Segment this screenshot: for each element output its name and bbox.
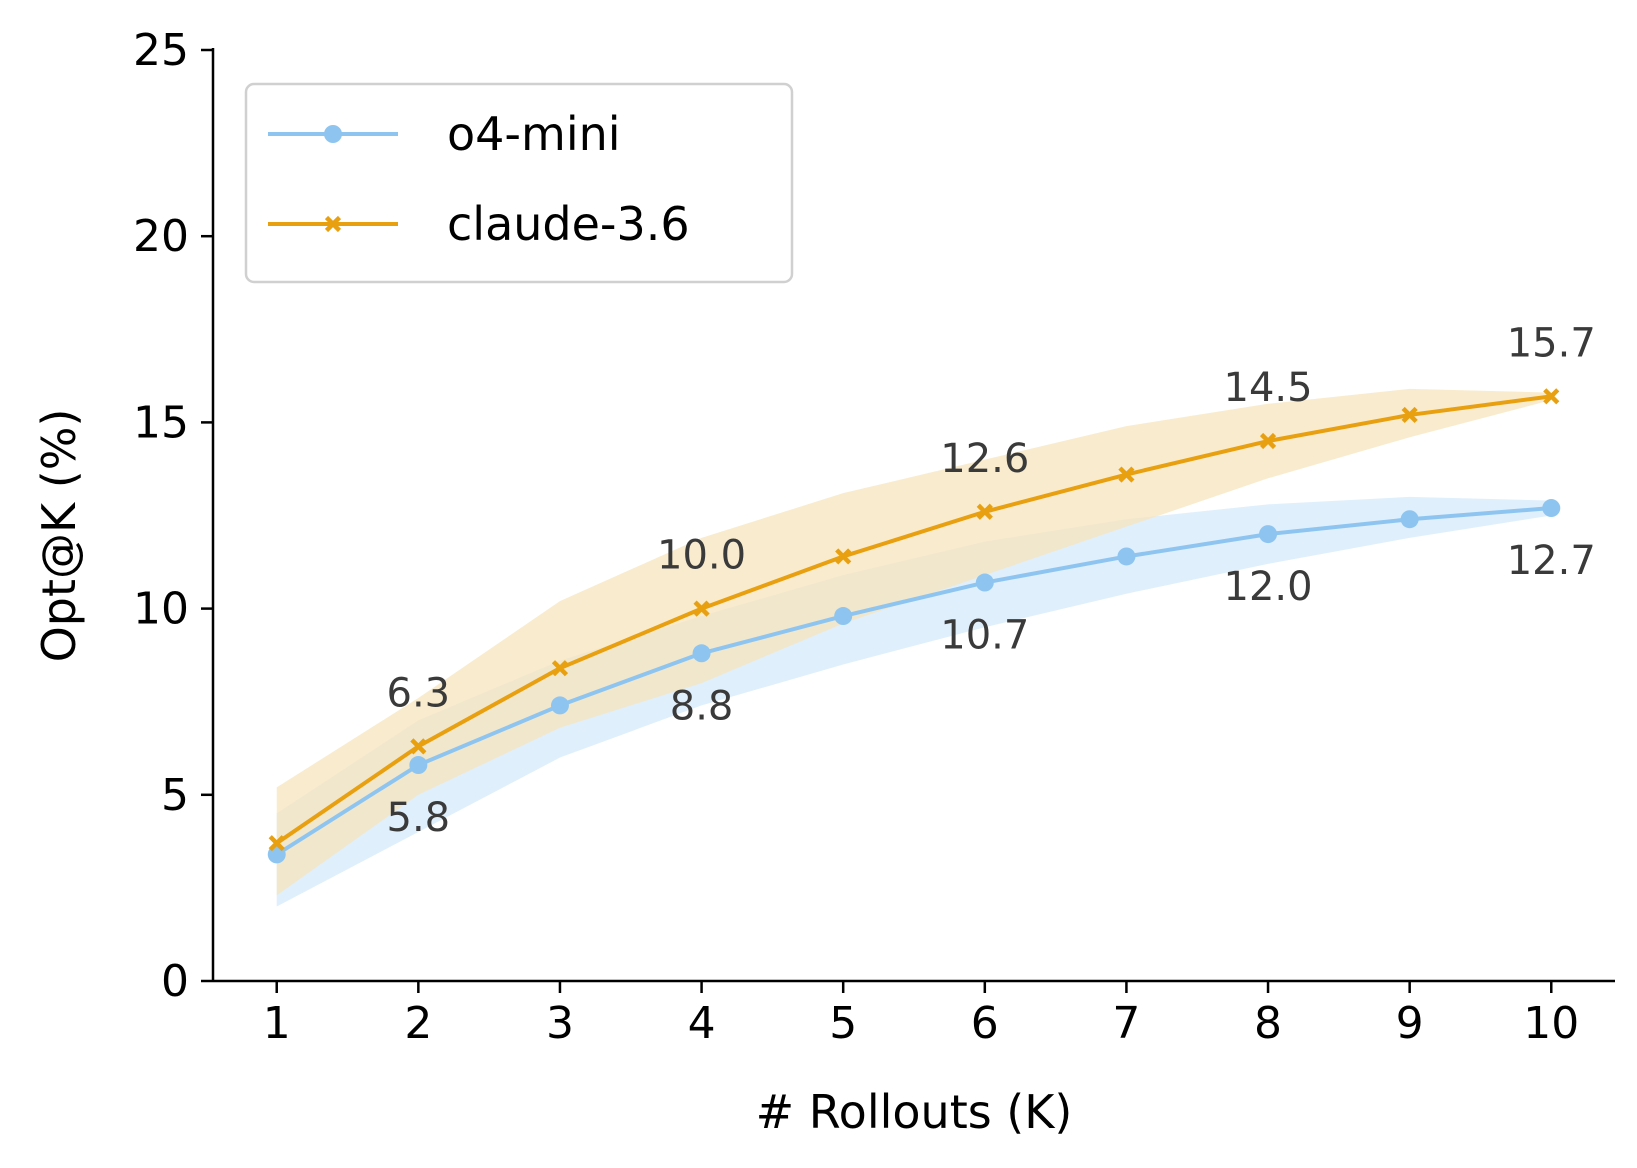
data-label-o4-mini-10: 12.7 bbox=[1507, 538, 1596, 584]
x-tick-label-7: 7 bbox=[1112, 998, 1140, 1049]
data-label-claude-3-6-4: 10.0 bbox=[657, 533, 746, 579]
legend-label-claude-3-6: claude-3.6 bbox=[447, 197, 690, 251]
band-claude-3-6 bbox=[276, 388, 1552, 896]
point-claude-3-6-7 bbox=[1118, 466, 1135, 483]
point-claude-3-6-6 bbox=[976, 503, 993, 520]
axes: 1 2 3 4 5 6 7 8 9 10 0 5 10 15 20 25 bbox=[133, 25, 1615, 1049]
point-claude-3-6-5 bbox=[835, 548, 852, 565]
point-claude-3-6-10 bbox=[1543, 388, 1560, 405]
data-label-claude-3-6-8: 14.5 bbox=[1224, 365, 1313, 411]
x-tick-label-5: 5 bbox=[829, 998, 857, 1049]
point-claude-3-6-2 bbox=[410, 738, 427, 755]
series-lines bbox=[275, 394, 1552, 857]
y-tick-label-20: 20 bbox=[133, 211, 189, 262]
legend-marker-claude-3-6 bbox=[324, 215, 342, 233]
line-claude-3-6 bbox=[275, 394, 1552, 845]
y-tick-label-10: 10 bbox=[133, 584, 189, 635]
point-o4-mini-2 bbox=[409, 756, 428, 775]
point-claude-3-6-8 bbox=[1259, 432, 1277, 450]
x-tick-label-8: 8 bbox=[1254, 998, 1282, 1049]
data-label-o4-mini-4: 8.8 bbox=[670, 683, 734, 729]
point-o4-mini-7 bbox=[1117, 547, 1136, 566]
legend-marker-o4-mini bbox=[324, 125, 342, 143]
point-o4-mini-9 bbox=[1400, 510, 1419, 529]
point-o4-mini-5 bbox=[834, 607, 853, 626]
point-claude-3-6-3 bbox=[551, 660, 569, 677]
point-o4-mini-6 bbox=[975, 573, 994, 592]
y-axis-title: Opt@K (%) bbox=[32, 409, 86, 663]
y-tick-label-15: 15 bbox=[133, 397, 189, 448]
y-tick-label-5: 5 bbox=[161, 770, 189, 821]
x-tick-label-6: 6 bbox=[971, 998, 999, 1049]
x-tick-label-10: 10 bbox=[1523, 998, 1579, 1049]
confidence-bands bbox=[276, 388, 1552, 907]
point-o4-mini-3 bbox=[550, 696, 569, 715]
point-claude-3-6-1 bbox=[268, 835, 285, 852]
x-tick-label-3: 3 bbox=[546, 998, 574, 1049]
y-tick-label-25: 25 bbox=[133, 25, 189, 76]
x-tick-label-1: 1 bbox=[263, 998, 291, 1049]
x-tick-label-2: 2 bbox=[404, 998, 432, 1049]
line-o4-mini bbox=[275, 506, 1552, 857]
point-claude-3-6-4 bbox=[693, 600, 710, 617]
data-label-o4-mini-2: 5.8 bbox=[387, 795, 451, 841]
point-o4-mini-10 bbox=[1542, 499, 1561, 518]
data-label-o4-mini-8: 12.0 bbox=[1224, 564, 1313, 610]
point-o4-mini-8 bbox=[1259, 525, 1278, 544]
data-label-claude-3-6-10: 15.7 bbox=[1507, 320, 1596, 366]
x-tick-label-4: 4 bbox=[688, 998, 716, 1049]
x-axis-title: # Rollouts (K) bbox=[756, 1085, 1073, 1139]
point-claude-3-6-9 bbox=[1401, 406, 1418, 424]
data-label-claude-3-6-6: 12.6 bbox=[940, 436, 1029, 482]
x-tick-label-9: 9 bbox=[1396, 998, 1424, 1049]
data-label-claude-3-6-2: 6.3 bbox=[387, 670, 451, 716]
data-labels: 5.8 8.8 10.7 12.0 12.7 6.3 10.0 12.6 14.5 15.7 bbox=[387, 320, 1596, 841]
point-o4-mini-4 bbox=[692, 644, 711, 663]
legend: o4-mini claude-3.6 bbox=[244, 82, 794, 284]
legend-label-o4-mini: o4-mini bbox=[447, 107, 621, 161]
y-tick-label-0: 0 bbox=[161, 956, 189, 1007]
series-markers bbox=[267, 388, 1561, 864]
data-label-o4-mini-6: 10.7 bbox=[940, 613, 1029, 659]
